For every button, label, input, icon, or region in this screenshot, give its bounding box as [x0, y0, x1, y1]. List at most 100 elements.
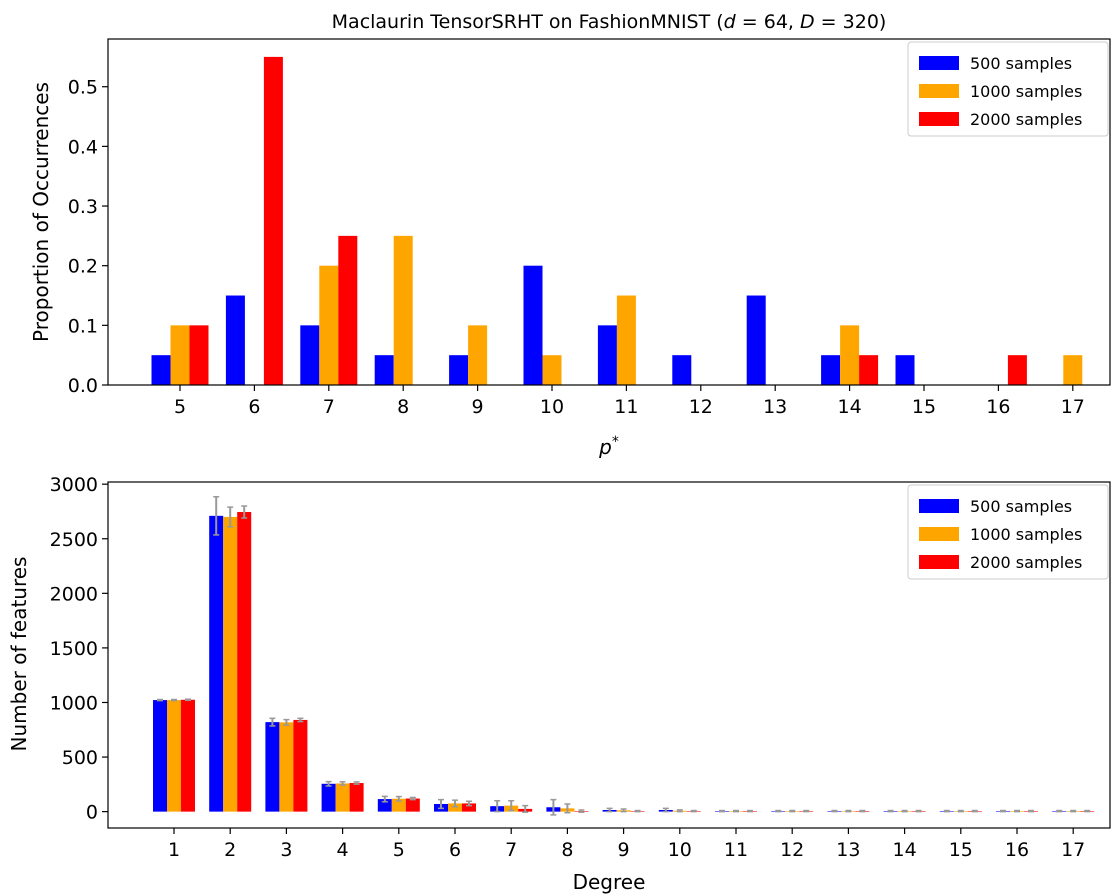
error-bar-500-samples-5	[381, 795, 388, 803]
chart-title: Maclaurin TensorSRHT on FashionMNIST (d …	[332, 11, 887, 33]
bar-500-samples-4	[321, 783, 336, 812]
x-tick-label: 5	[393, 839, 405, 861]
error-bar-1000-samples-5	[395, 795, 402, 802]
error-bar-1000-samples-9	[620, 808, 627, 813]
bar-1000-samples-10	[542, 355, 562, 385]
y-tick-label: 2000	[50, 583, 98, 605]
y-tick-label: 2500	[50, 529, 98, 551]
x-tick-label: 8	[561, 839, 573, 861]
error-bar-1000-samples-16	[1014, 809, 1020, 813]
bar-500-samples-9	[449, 355, 469, 385]
error-bar-2000-samples-13	[859, 809, 866, 813]
error-bar-2000-samples-11	[747, 809, 753, 813]
x-tick-label: 13	[763, 396, 787, 418]
error-bar-2000-samples-4	[353, 781, 360, 785]
error-bar-500-samples-2	[213, 495, 220, 536]
y-axis-label: Number of features	[7, 557, 31, 752]
error-bar-500-samples-11	[719, 809, 725, 813]
x-tick-label: 11	[614, 396, 638, 418]
bar-2000-samples-2	[237, 512, 252, 812]
legend: 500 samples 1000 samples 2000 samples	[907, 484, 1109, 580]
bar-1000-samples-11	[616, 295, 636, 385]
error-bar-2000-samples-1	[185, 698, 191, 702]
bar-1000-samples-5	[170, 325, 190, 385]
x-tick-label: 7	[505, 839, 517, 861]
error-bar-500-samples-15	[943, 809, 950, 813]
error-bar-2000-samples-10	[690, 809, 697, 813]
bar-500-samples-8	[374, 355, 394, 385]
x-tick-label: 7	[323, 396, 335, 418]
bar-500-samples-1	[153, 700, 167, 812]
x-tick-label: 16	[986, 396, 1010, 418]
error-bar-1000-samples-14	[901, 809, 908, 813]
x-tick-label: 16	[1005, 839, 1029, 861]
bar-1000-samples-17	[1063, 355, 1083, 385]
bar-500-samples-15	[895, 355, 915, 385]
error-bar-1000-samples-11	[733, 809, 739, 813]
legend: 500 samples 1000 samples 2000 samples	[907, 41, 1109, 137]
bar-500-samples-12	[672, 355, 692, 385]
x-tick-label: 2	[224, 839, 236, 861]
bar-1000-samples-9	[468, 325, 488, 385]
x-tick-label: 4	[337, 839, 349, 861]
error-bar-500-samples-13	[831, 809, 838, 813]
error-bar-500-samples-4	[325, 780, 332, 787]
legend-swatch-1000-samples	[919, 527, 959, 541]
legend-swatch-2000-samples	[919, 555, 959, 569]
bar-1000-samples-8	[393, 235, 413, 385]
legend-label-1000-samples: 1000 samples	[970, 82, 1082, 101]
error-bar-500-samples-7	[494, 799, 501, 813]
x-tick-label: 14	[893, 839, 917, 861]
error-bar-1000-samples-2	[227, 506, 234, 528]
y-tick-label: 1000	[50, 692, 98, 714]
y-tick-label: 0.5	[68, 77, 98, 99]
x-tick-label: 14	[838, 396, 862, 418]
bar-1000-samples-4	[335, 783, 350, 812]
legend-swatch-1000-samples	[919, 84, 959, 98]
error-bar-500-samples-14	[887, 809, 894, 813]
error-bar-1000-samples-1	[171, 698, 177, 702]
error-bar-1000-samples-13	[845, 809, 852, 813]
error-bar-1000-samples-8	[564, 803, 571, 814]
bar-2000-samples-4	[349, 783, 364, 812]
error-bar-2000-samples-8	[578, 809, 585, 813]
legend-swatch-2000-samples	[919, 112, 959, 126]
bar-2000-samples-1	[181, 699, 195, 812]
y-tick-label: 0.4	[68, 136, 98, 158]
error-bar-500-samples-10	[662, 807, 669, 813]
bar-500-samples-13	[746, 295, 766, 385]
bar-500-samples-6	[225, 295, 245, 385]
error-bar-500-samples-3	[269, 717, 276, 727]
error-bar-500-samples-12	[775, 809, 782, 813]
x-tick-label: 11	[724, 839, 748, 861]
bar-1000-samples-2	[223, 516, 238, 812]
x-tick-label: 15	[949, 839, 973, 861]
bar-500-samples-2	[209, 515, 224, 812]
bar-500-samples-14	[821, 355, 841, 385]
y-tick-label: 0.3	[68, 196, 98, 218]
y-tick-label: 3000	[50, 474, 98, 496]
bar-1000-samples-6	[448, 803, 462, 812]
plot-frame	[107, 38, 1111, 386]
x-axis-label: p*	[598, 434, 619, 459]
y-axis-label: Proportion of Occurrences	[29, 82, 53, 342]
bar-2000-samples-5	[189, 325, 209, 385]
x-tick-label: 8	[397, 396, 409, 418]
x-tick-label: 10	[668, 839, 692, 861]
x-tick-label: 12	[780, 839, 804, 861]
x-tick-label: 13	[836, 839, 860, 861]
legend-label-2000-samples: 2000 samples	[970, 553, 1082, 572]
y-tick-label: 0.0	[68, 375, 98, 397]
y-tick-label: 0.2	[68, 256, 98, 278]
proportion-chart: Maclaurin TensorSRHT on FashionMNIST (d …	[29, 11, 1111, 459]
legend-label-500-samples: 500 samples	[970, 497, 1072, 516]
error-bar-2000-samples-2	[241, 505, 248, 519]
error-bar-2000-samples-6	[466, 800, 472, 807]
bar-500-samples-5	[151, 355, 171, 385]
bar-1000-samples-5	[391, 798, 406, 812]
error-bar-2000-samples-12	[803, 809, 810, 813]
x-tick-label: 10	[540, 396, 564, 418]
error-bar-1000-samples-7	[508, 799, 515, 812]
